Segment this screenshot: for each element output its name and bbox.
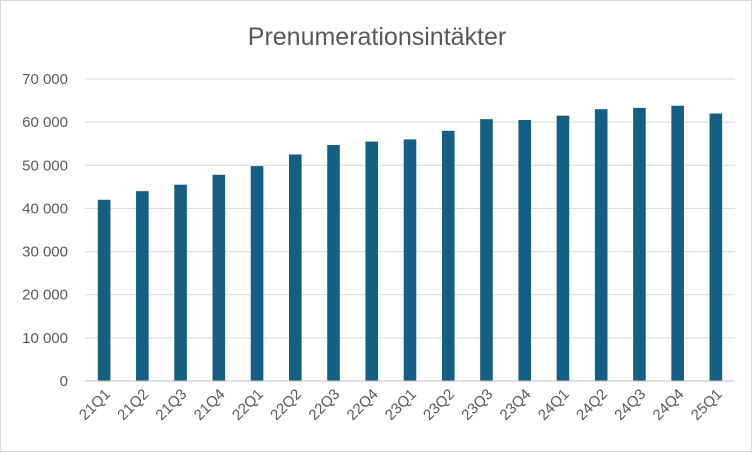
- bar-24q3: [633, 107, 646, 382]
- x-tick-label: 22Q1: [229, 386, 267, 424]
- x-tick-label: 24Q3: [611, 386, 649, 424]
- bar-22q4: [365, 141, 379, 381]
- y-tick-label: 70 000: [22, 71, 68, 88]
- bar-21q4: [212, 174, 226, 381]
- bar-25q1: [709, 113, 723, 381]
- bar-22q2: [288, 154, 302, 381]
- x-tick-label: 23Q1: [382, 386, 420, 424]
- y-tick-label: 30 000: [22, 244, 68, 261]
- y-tick-label: 60 000: [22, 114, 68, 131]
- x-tick-label: 24Q1: [535, 386, 573, 424]
- x-tick-label: 21Q3: [152, 386, 190, 424]
- y-tick-label: 40 000: [22, 200, 68, 217]
- bar-24q4: [671, 105, 684, 382]
- x-tick-label: 21Q2: [114, 386, 152, 424]
- bar-23q4: [518, 119, 532, 381]
- x-axis-ticks: 21Q1 21Q2 21Q3 21Q4 22Q1 22Q2 22Q3 22Q4 23Q1 23Q2…: [76, 386, 726, 424]
- x-tick-label: 22Q3: [305, 386, 343, 424]
- x-tick-label: 23Q3: [458, 386, 496, 424]
- x-tick-label: 22Q2: [267, 386, 305, 424]
- y-tick-label: 0: [60, 373, 68, 390]
- y-tick-label: 10 000: [22, 330, 68, 347]
- x-tick-label: 23Q4: [497, 386, 535, 424]
- x-tick-label: 21Q1: [76, 386, 114, 424]
- bars: [97, 105, 723, 382]
- x-tick-label: 24Q2: [573, 386, 611, 424]
- chart-title: Prenumerationsintäkter: [248, 23, 506, 51]
- bar-22q3: [327, 145, 340, 381]
- x-tick-label: 23Q2: [420, 386, 458, 424]
- y-axis-ticks: 0 10 000 20 000 30 000 40 000 50 000 60 000 70 …: [22, 71, 68, 390]
- bar-21q2: [136, 191, 149, 381]
- x-tick-label: 25Q1: [688, 386, 726, 424]
- bar-24q2: [594, 109, 608, 381]
- x-tick-label: 21Q4: [191, 386, 229, 424]
- x-tick-label: 22Q4: [344, 386, 382, 424]
- bar-21q3: [174, 184, 187, 381]
- bar-24q1: [556, 115, 570, 382]
- y-tick-label: 50 000: [22, 157, 68, 174]
- bar-23q3: [480, 119, 493, 381]
- bar-23q2: [441, 130, 455, 381]
- bar-21q1: [97, 199, 111, 381]
- y-tick-label: 20 000: [22, 287, 68, 304]
- x-tick-label: 24Q4: [650, 386, 688, 424]
- bar-23q1: [403, 139, 417, 381]
- bar-22q1: [250, 166, 264, 381]
